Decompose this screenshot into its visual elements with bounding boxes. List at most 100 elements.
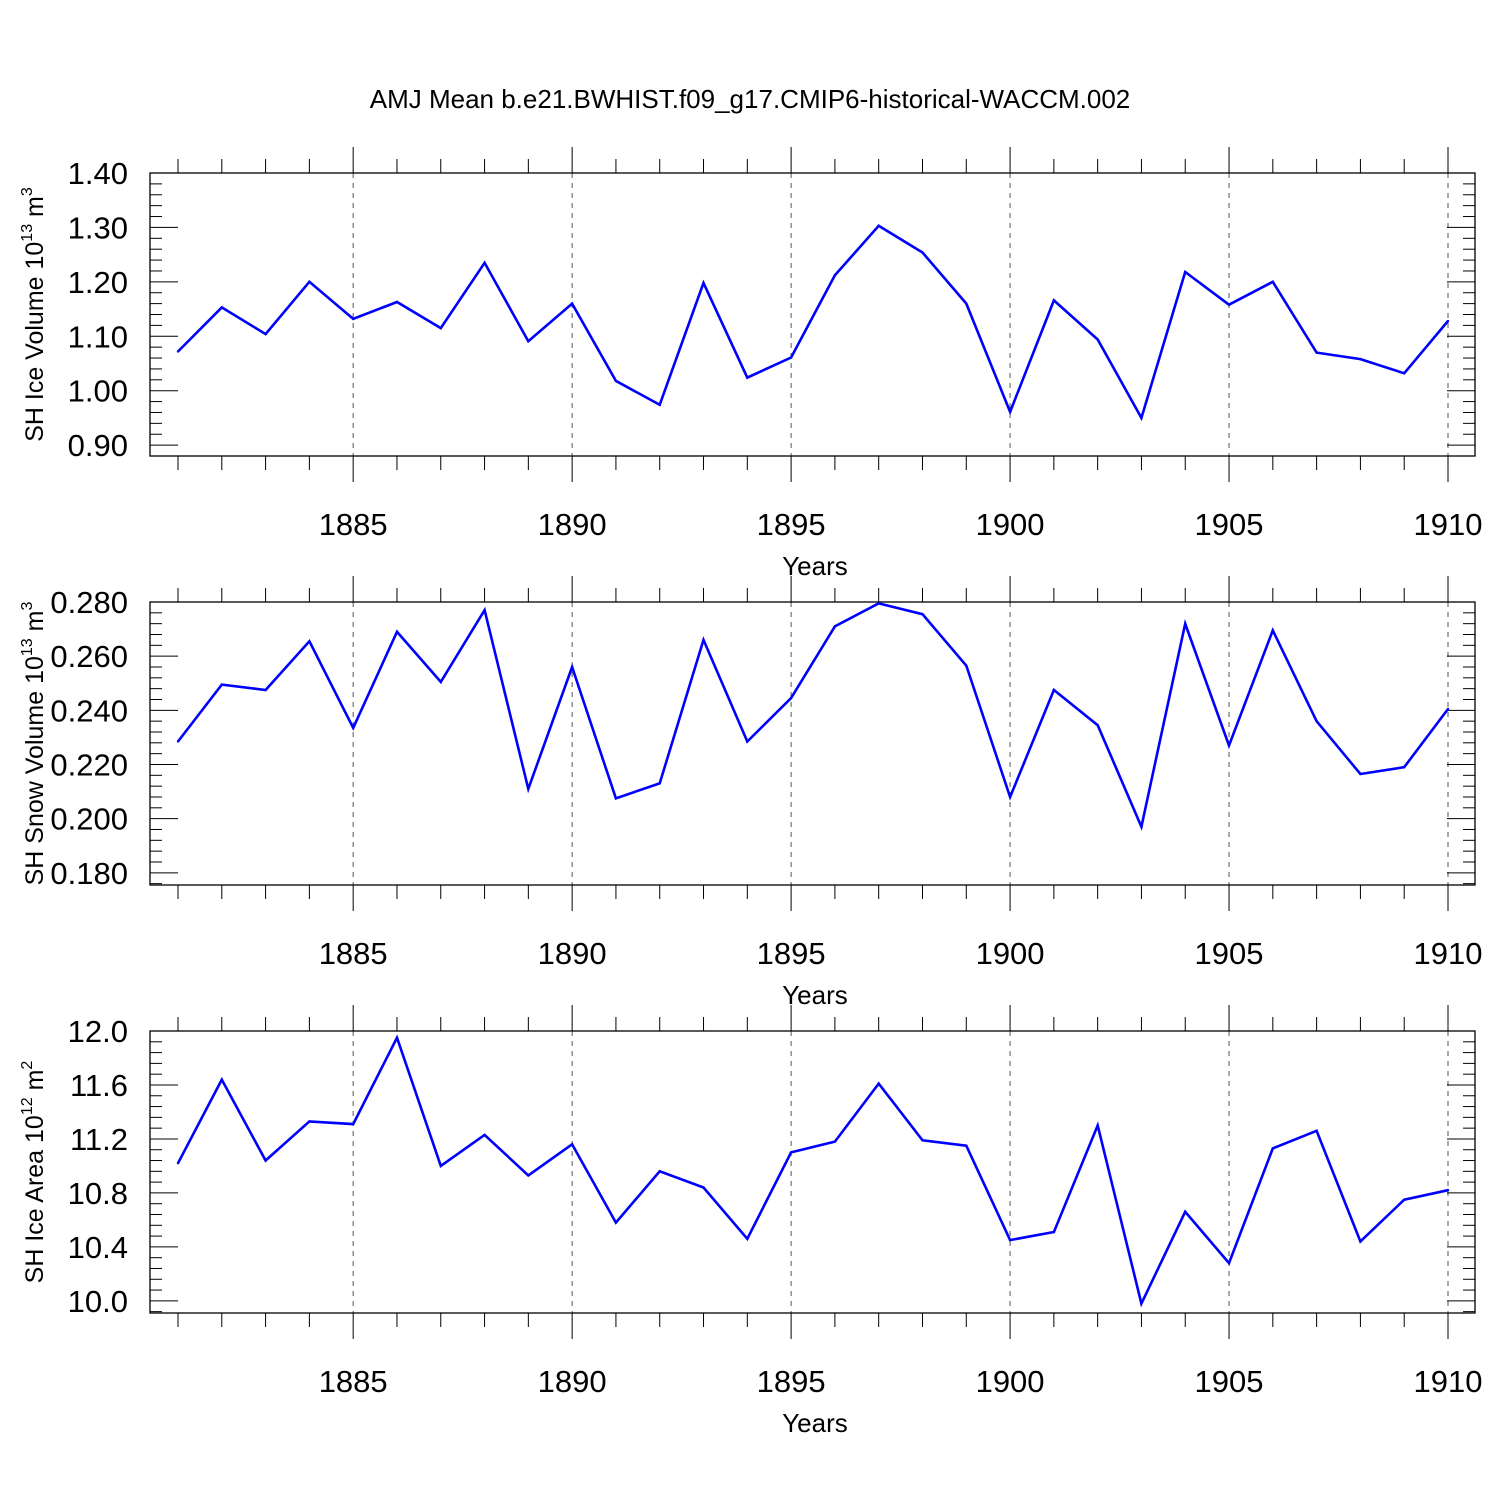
data-point bbox=[220, 306, 223, 309]
y-axis-label: SH Snow Volume 1013 m3 bbox=[19, 602, 49, 886]
data-point bbox=[877, 1082, 880, 1085]
data-point bbox=[439, 680, 442, 684]
x-tick-label: 1885 bbox=[319, 507, 388, 542]
data-point bbox=[308, 1120, 311, 1123]
data-point bbox=[1184, 622, 1187, 625]
data-point bbox=[1096, 1124, 1099, 1127]
x-tick-label: 1895 bbox=[757, 936, 826, 971]
data-point bbox=[1008, 795, 1012, 799]
plot-frame bbox=[149, 601, 1476, 886]
y-axis-label-unit-exponent: 3 bbox=[19, 187, 36, 196]
data-point bbox=[1096, 338, 1099, 341]
x-tick-label: 1885 bbox=[319, 936, 388, 971]
y-tick-label: 0.180 bbox=[50, 856, 128, 891]
y-tick-label: 1.20 bbox=[68, 265, 128, 300]
data-point bbox=[658, 782, 661, 785]
x-tick-label: 1895 bbox=[757, 1364, 826, 1399]
data-point bbox=[1271, 629, 1275, 632]
y-axis-label-exponent: 13 bbox=[19, 224, 36, 242]
data-point bbox=[1315, 351, 1318, 354]
x-tick-label: 1905 bbox=[1195, 1364, 1264, 1399]
x-axis-label: Years bbox=[782, 551, 848, 581]
data-point bbox=[395, 1036, 399, 1039]
y-tick-label: 1.00 bbox=[68, 374, 128, 409]
plot-frame bbox=[149, 1030, 1476, 1314]
x-axis-label: Years bbox=[782, 980, 848, 1010]
data-point bbox=[1359, 357, 1362, 361]
series-line bbox=[176, 1034, 1449, 1308]
data-point bbox=[395, 630, 399, 633]
y-tick-label: 1.10 bbox=[68, 319, 128, 354]
data-point bbox=[220, 1078, 223, 1081]
data-point bbox=[833, 1140, 837, 1143]
data-point bbox=[570, 302, 574, 305]
y-axis-label-unit: m bbox=[21, 611, 49, 639]
y-axis-label-unit: m bbox=[21, 196, 49, 224]
data-point bbox=[1052, 299, 1056, 302]
x-tick-label: 1890 bbox=[538, 936, 607, 971]
x-tick-label: 1900 bbox=[976, 507, 1045, 542]
data-point bbox=[527, 787, 530, 791]
chart-panel-2: 0.180 0.200 0.220 0.240 0.260 0.280 1885 1890 18… bbox=[19, 576, 1482, 1010]
data-point bbox=[789, 356, 793, 359]
data-point bbox=[877, 224, 880, 227]
data-point bbox=[1184, 270, 1187, 274]
data-point bbox=[1403, 372, 1406, 375]
data-point bbox=[1140, 825, 1143, 828]
chart-title: AMJ Mean b.e21.BWHIST.f09_g17.CMIP6-hist… bbox=[369, 84, 1131, 114]
x-tick-label: 1910 bbox=[1414, 507, 1483, 542]
data-point bbox=[483, 608, 486, 612]
data-point bbox=[877, 602, 880, 605]
data-point bbox=[833, 625, 837, 628]
y-tick-label: 11.2 bbox=[70, 1122, 128, 1157]
y-tick-label: 0.280 bbox=[50, 585, 128, 620]
data-point bbox=[176, 1162, 180, 1165]
data-point bbox=[746, 1237, 749, 1240]
data-point bbox=[658, 1170, 661, 1173]
x-tick-label: 1900 bbox=[976, 1364, 1045, 1399]
data-point bbox=[439, 1164, 442, 1168]
data-point bbox=[921, 1139, 924, 1142]
y-axis-label-text: SH Ice Area 10 bbox=[21, 1115, 49, 1283]
data-point bbox=[1403, 1198, 1406, 1201]
data-point bbox=[176, 350, 180, 353]
data-point bbox=[1227, 1261, 1231, 1265]
data-point bbox=[1052, 688, 1056, 692]
data-point bbox=[264, 1159, 267, 1162]
data-point bbox=[965, 664, 968, 667]
data-point bbox=[921, 251, 924, 254]
data-point bbox=[965, 1144, 968, 1147]
data-point bbox=[1140, 416, 1143, 420]
x-tick-label: 1895 bbox=[757, 507, 826, 542]
data-point bbox=[921, 612, 924, 616]
y-tick-label: 0.200 bbox=[50, 802, 128, 837]
data-point bbox=[1446, 319, 1450, 323]
data-point bbox=[614, 1221, 618, 1224]
y-tick-label: 10.4 bbox=[68, 1230, 128, 1265]
data-point bbox=[1271, 1147, 1275, 1150]
y-tick-label: 0.90 bbox=[68, 428, 128, 463]
y-axis-label-text: SH Ice Volume 10 bbox=[21, 242, 49, 442]
x-tick-label: 1910 bbox=[1414, 1364, 1483, 1399]
y-axis-label-exponent: 13 bbox=[19, 638, 36, 656]
data-point bbox=[1096, 724, 1099, 727]
data-point bbox=[702, 1186, 705, 1189]
data-point bbox=[1008, 410, 1012, 414]
data-point bbox=[527, 339, 530, 343]
chart-panel-1: 0.90 1.00 1.10 1.20 1.30 1.40 1885 1890 1895 1900… bbox=[19, 147, 1482, 581]
y-axis-label-exponent: 12 bbox=[19, 1097, 36, 1115]
data-point bbox=[1227, 303, 1231, 306]
y-tick-label: 0.240 bbox=[50, 693, 128, 728]
data-point bbox=[789, 1151, 793, 1154]
data-point bbox=[1008, 1238, 1012, 1242]
data-point bbox=[789, 696, 793, 700]
data-point bbox=[1052, 1230, 1056, 1234]
data-point bbox=[483, 261, 486, 264]
data-point bbox=[351, 317, 355, 321]
chart-panel-3: 10.0 10.4 10.8 11.2 11.6 12.0 1885 1890 1895 1900… bbox=[19, 1005, 1482, 1438]
y-tick-label: 0.220 bbox=[50, 747, 128, 782]
x-tick-label: 1910 bbox=[1414, 936, 1483, 971]
x-tick-label: 1905 bbox=[1195, 936, 1264, 971]
series-line bbox=[177, 224, 1449, 422]
data-point bbox=[1271, 280, 1275, 284]
